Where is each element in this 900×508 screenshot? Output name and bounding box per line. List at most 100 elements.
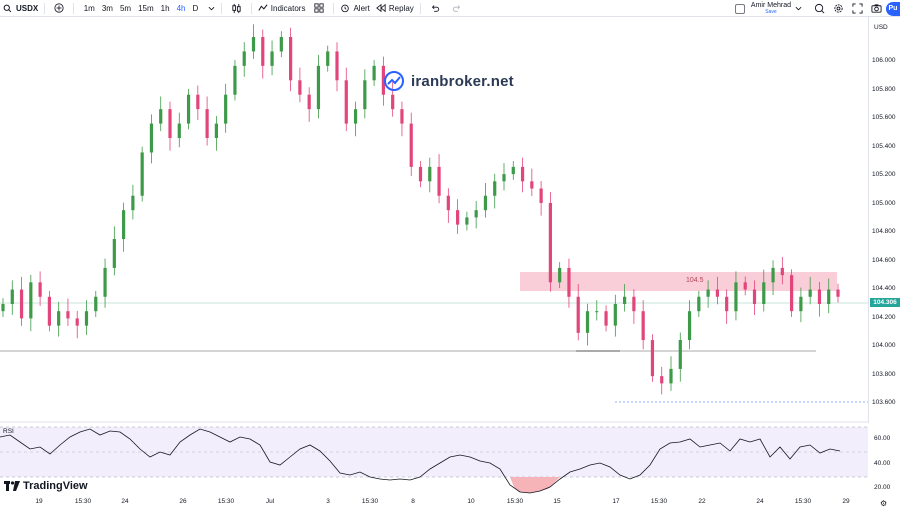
price-label: 104.600: [872, 257, 896, 264]
candle-body: [372, 65, 376, 81]
time-label: 3: [326, 498, 330, 505]
axis-settings-icon[interactable]: ⚙: [880, 499, 888, 508]
indicators-button[interactable]: Indicators: [255, 0, 309, 17]
candle-body: [465, 217, 469, 225]
candle-body: [196, 94, 200, 110]
zone-label: 104.5: [686, 277, 704, 284]
resistance-zone[interactable]: [520, 272, 837, 291]
price-scale[interactable]: USD 106.000 105.800 105.600 105.400 105.…: [868, 17, 900, 423]
candle-body: [47, 296, 51, 326]
undo-button[interactable]: [424, 0, 446, 17]
candle-body: [539, 188, 543, 203]
timeframe-15m[interactable]: 15m: [138, 3, 154, 13]
tradingview-logo[interactable]: TradingView: [4, 480, 88, 492]
time-label: Jul: [265, 498, 275, 505]
candle-body: [437, 166, 441, 196]
price-chart[interactable]: [0, 17, 868, 496]
candle-body: [558, 267, 562, 283]
timeframe-4h[interactable]: 4h: [176, 3, 186, 13]
time-label: 24: [756, 498, 764, 505]
candle-body: [177, 123, 181, 139]
top-toolbar: USDX 1m 3m 5m 15m 1h 4h D Indicators Alert Rep…: [0, 0, 900, 17]
camera-icon[interactable]: [871, 3, 882, 14]
replay-button[interactable]: Replay: [373, 0, 417, 17]
plus-circle-icon: [54, 3, 64, 13]
candle-body: [641, 311, 645, 341]
timeframe-group: 1m 3m 5m 15m 1h 4h D: [77, 0, 205, 17]
price-label: 104.200: [872, 314, 896, 321]
timeframe-D[interactable]: D: [192, 3, 199, 13]
timeframe-1h[interactable]: 1h: [160, 3, 170, 13]
candle-body: [762, 282, 766, 304]
candles-icon: [232, 3, 241, 13]
candle-body: [400, 109, 404, 124]
time-label: 17: [612, 498, 620, 505]
grid-icon: [314, 3, 325, 13]
price-label: 105.400: [872, 143, 896, 150]
candle-body: [168, 109, 172, 139]
timeframe-dropdown[interactable]: [205, 0, 218, 17]
time-label: 15:30: [74, 498, 92, 505]
symbol-search[interactable]: USDX: [0, 0, 41, 17]
candle-body: [650, 340, 655, 377]
time-label: 22: [698, 498, 706, 505]
candle-body: [725, 296, 729, 312]
layouts-button[interactable]: [308, 0, 330, 17]
replay-label: Replay: [388, 3, 414, 13]
candle-body: [363, 80, 367, 110]
timeframe-3m[interactable]: 3m: [101, 3, 113, 13]
divider: [220, 2, 222, 14]
candle-body: [261, 37, 265, 66]
publish-button[interactable]: Pu: [886, 1, 900, 16]
user-menu[interactable]: Amir Mehrad Save: [751, 2, 791, 16]
candle-body: [131, 195, 135, 211]
candle-body: [159, 109, 163, 124]
compare-button[interactable]: [48, 0, 70, 17]
candle-body: [316, 65, 321, 110]
candle-body: [780, 267, 784, 276]
watermark: iranbroker.net: [383, 70, 514, 92]
candle-body: [743, 282, 747, 290]
candle-body: [112, 239, 116, 268]
rsi-line: [0, 428, 841, 494]
candle-body: [233, 65, 237, 95]
layout-checkbox[interactable]: [734, 3, 745, 14]
candle-body: [19, 289, 24, 319]
time-axis[interactable]: 19 15:30 24 26 15:30 Jul 3 15:30 8 10 15…: [0, 496, 868, 508]
candle-body: [613, 303, 617, 326]
time-label: 8: [411, 498, 415, 505]
time-label: 15:30: [794, 498, 812, 505]
candle-body: [428, 166, 432, 182]
time-label: 29: [842, 498, 850, 505]
alert-button[interactable]: Alert: [337, 0, 372, 17]
price-label: 104.800: [872, 228, 896, 235]
candle-body: [595, 311, 599, 313]
user-name: Amir Mehrad: [750, 1, 791, 9]
symbol-name: USDX: [16, 3, 39, 13]
candle-body: [149, 123, 154, 153]
candle-body: [771, 267, 775, 283]
candle-body: [94, 296, 98, 312]
timeframe-1m[interactable]: 1m: [83, 3, 95, 13]
candle-body: [687, 311, 692, 341]
quick-search-icon[interactable]: [814, 3, 825, 14]
chevron-down-icon[interactable]: [795, 5, 802, 12]
gear-icon[interactable]: [833, 3, 844, 14]
fullscreen-icon[interactable]: [852, 3, 863, 14]
rsi-legend[interactable]: RSI: [3, 428, 14, 435]
candle-body: [817, 289, 822, 304]
candle-body: [706, 289, 710, 297]
candle-body: [678, 340, 682, 369]
candle-body: [391, 94, 395, 110]
indicators-label: Indicators: [270, 3, 306, 13]
candle-body: [298, 80, 302, 95]
candles-group: [1, 24, 840, 395]
chart-type-button[interactable]: [225, 0, 248, 17]
timeframe-5m[interactable]: 5m: [119, 3, 132, 13]
candle-body: [567, 267, 571, 297]
rsi-oversold-fill: [510, 477, 560, 493]
redo-button[interactable]: [446, 0, 468, 17]
rsi-scale-label: 60.00: [874, 435, 891, 442]
price-label: 104.400: [872, 285, 896, 292]
candle-body: [502, 174, 506, 182]
